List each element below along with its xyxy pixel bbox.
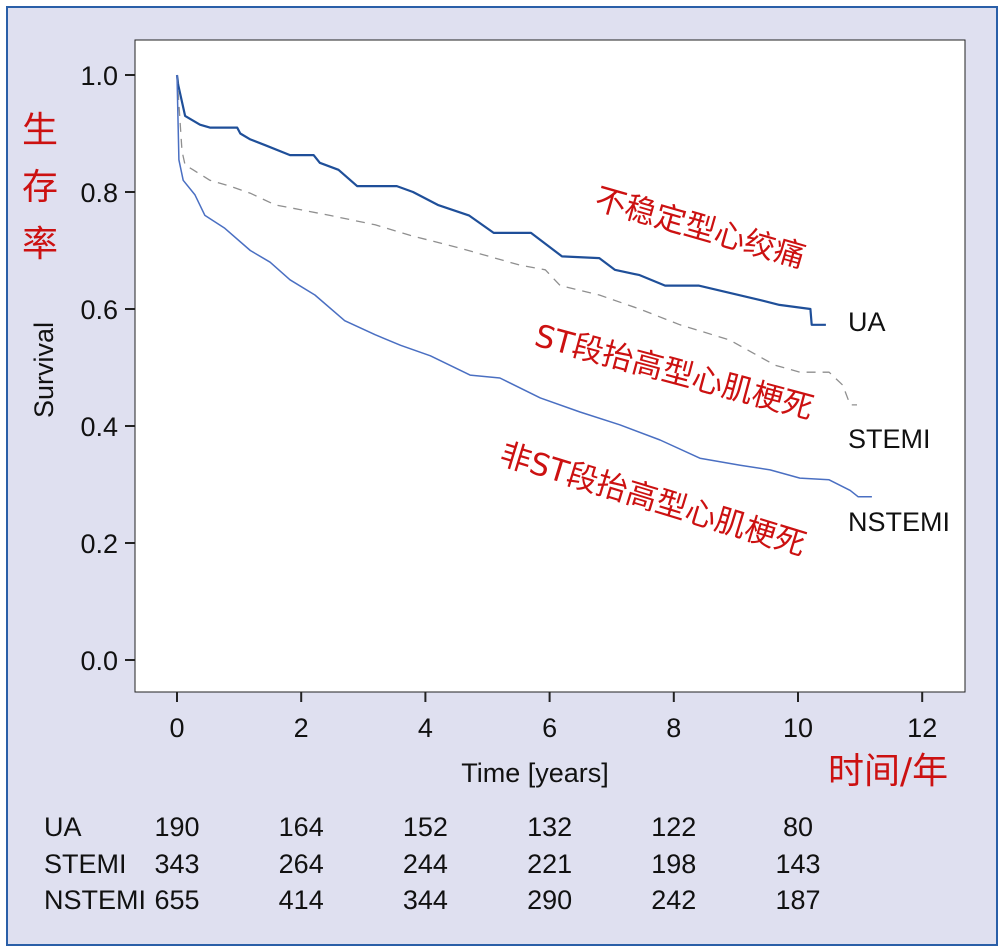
risk-cell: 187 bbox=[775, 885, 820, 915]
risk-cell: 80 bbox=[783, 812, 813, 842]
x-tick-label: 6 bbox=[542, 713, 557, 743]
risk-cell: 152 bbox=[403, 812, 448, 842]
series-group bbox=[175, 74, 872, 498]
x-axis-label-cn: 时间/年 bbox=[828, 751, 948, 792]
series-label-stemi: STEMI bbox=[848, 424, 931, 454]
risk-cell: 343 bbox=[154, 849, 199, 879]
series-line-nstemi bbox=[176, 74, 872, 498]
risk-cell: 344 bbox=[403, 885, 448, 915]
y-tick-label: 0.6 bbox=[80, 295, 118, 325]
y-tick-label: 0.4 bbox=[80, 412, 118, 442]
series-line-ua bbox=[175, 74, 826, 326]
x-tick-label: 8 bbox=[666, 713, 681, 743]
y-tick-label: 0.8 bbox=[80, 178, 118, 208]
x-tick-label: 0 bbox=[169, 713, 184, 743]
y-tick-label: 0.2 bbox=[80, 529, 118, 559]
y-axis-label: Survival bbox=[29, 322, 59, 418]
risk-table: UA 190 164 152 132 122 80 STEMI 343 264 244 221 198 1… bbox=[44, 812, 821, 915]
risk-cell: 264 bbox=[279, 849, 324, 879]
risk-cell: 242 bbox=[651, 885, 696, 915]
series-line-stemi bbox=[176, 74, 857, 406]
series-label-nstemi: NSTEMI bbox=[848, 507, 950, 537]
risk-cell: 244 bbox=[403, 849, 448, 879]
axes: 0 2 4 6 8 10 12 0.0 0.2 0.4 0.6 0.8 1.0 bbox=[80, 61, 937, 743]
y-tick-label: 0.0 bbox=[80, 646, 118, 676]
x-tick-label: 12 bbox=[907, 713, 937, 743]
risk-cell: 143 bbox=[775, 849, 820, 879]
y-axis-label-cn: 生存率 bbox=[21, 110, 58, 265]
risk-row-label: UA bbox=[44, 812, 82, 842]
risk-cell: 164 bbox=[279, 812, 324, 842]
risk-cell: 132 bbox=[527, 812, 572, 842]
risk-row-label: STEMI bbox=[44, 849, 127, 879]
risk-cell: 414 bbox=[279, 885, 324, 915]
risk-cell: 655 bbox=[154, 885, 199, 915]
risk-cell: 221 bbox=[527, 849, 572, 879]
y-tick-label: 1.0 bbox=[80, 61, 118, 91]
x-tick-label: 2 bbox=[294, 713, 309, 743]
x-axis-label: Time [years] bbox=[461, 758, 609, 788]
plot-area bbox=[134, 39, 966, 693]
risk-cell: 122 bbox=[651, 812, 696, 842]
x-tick-label: 4 bbox=[418, 713, 433, 743]
risk-cell: 290 bbox=[527, 885, 572, 915]
x-tick-label: 10 bbox=[783, 713, 813, 743]
risk-row-label: NSTEMI bbox=[44, 885, 146, 915]
risk-cell: 190 bbox=[154, 812, 199, 842]
risk-cell: 198 bbox=[651, 849, 696, 879]
series-label-ua: UA bbox=[848, 307, 886, 337]
